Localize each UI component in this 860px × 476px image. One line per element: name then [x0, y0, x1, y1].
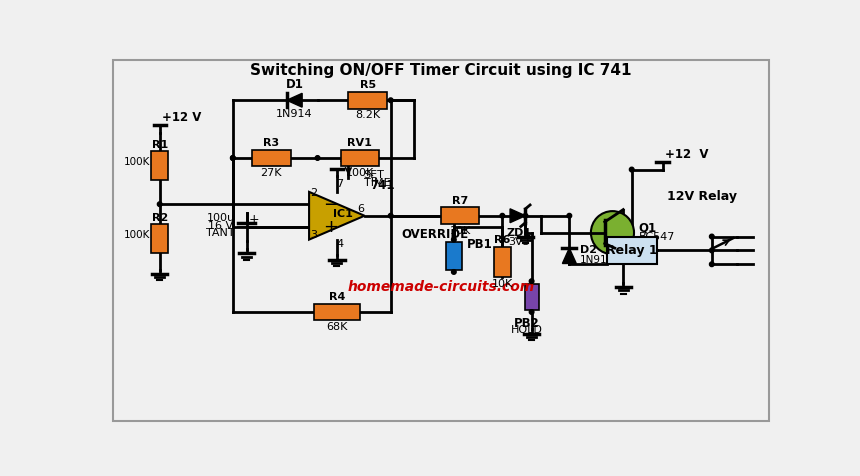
Text: homemade-circuits.com: homemade-circuits.com — [347, 279, 534, 294]
Text: R5: R5 — [359, 80, 376, 90]
FancyBboxPatch shape — [606, 237, 657, 264]
Text: R7: R7 — [452, 196, 468, 206]
Text: 1N914: 1N914 — [276, 109, 313, 119]
Text: 741: 741 — [371, 179, 396, 192]
Text: 6: 6 — [357, 204, 364, 214]
Circle shape — [523, 213, 528, 218]
Text: Switching ON/OFF Timer Circuit using IC 741: Switching ON/OFF Timer Circuit using IC … — [250, 63, 631, 79]
Circle shape — [630, 167, 634, 172]
Text: 2: 2 — [310, 188, 317, 198]
Text: R1: R1 — [151, 139, 168, 149]
FancyBboxPatch shape — [348, 92, 387, 109]
Text: R3: R3 — [263, 138, 280, 148]
Text: 10K: 10K — [450, 226, 470, 236]
Text: 100K: 100K — [346, 168, 374, 178]
FancyBboxPatch shape — [151, 224, 169, 254]
Text: D2: D2 — [580, 245, 597, 255]
Text: R4: R4 — [329, 292, 345, 302]
Circle shape — [710, 248, 714, 253]
Text: ZD1: ZD1 — [507, 228, 531, 238]
FancyBboxPatch shape — [494, 247, 511, 278]
Text: +: + — [249, 213, 260, 226]
Circle shape — [500, 213, 505, 218]
Text: 12V Relay: 12V Relay — [667, 190, 737, 203]
Circle shape — [230, 156, 235, 160]
Text: IC1: IC1 — [333, 209, 353, 219]
Polygon shape — [510, 209, 525, 223]
Circle shape — [157, 202, 162, 207]
Text: 7: 7 — [336, 179, 343, 189]
FancyBboxPatch shape — [440, 207, 479, 224]
Text: Q1: Q1 — [639, 221, 657, 235]
Text: D1: D1 — [286, 78, 304, 91]
Circle shape — [452, 238, 456, 242]
Text: Relay 1: Relay 1 — [606, 244, 658, 257]
Text: RV1: RV1 — [347, 138, 372, 148]
Text: 10K: 10K — [492, 279, 513, 289]
Text: 27K: 27K — [261, 168, 282, 178]
FancyBboxPatch shape — [252, 149, 291, 167]
Text: 3V3: 3V3 — [508, 237, 530, 247]
Text: −: − — [323, 196, 338, 214]
FancyBboxPatch shape — [446, 242, 462, 269]
Text: R2: R2 — [151, 213, 168, 223]
Text: PB2: PB2 — [514, 317, 540, 329]
Polygon shape — [562, 248, 576, 264]
Text: 68K: 68K — [326, 322, 347, 332]
Text: +12 V: +12 V — [162, 111, 201, 124]
Circle shape — [230, 156, 235, 160]
Circle shape — [316, 156, 320, 160]
Text: R6: R6 — [494, 235, 511, 245]
Text: 3: 3 — [310, 230, 317, 240]
Text: 100K: 100K — [124, 157, 150, 167]
Text: 16 V: 16 V — [208, 221, 233, 231]
Circle shape — [389, 98, 393, 102]
Circle shape — [529, 310, 534, 314]
Text: BC547: BC547 — [639, 232, 675, 242]
Text: 4: 4 — [336, 239, 343, 249]
Text: HOLD: HOLD — [511, 325, 543, 335]
Circle shape — [591, 211, 634, 254]
Text: +: + — [323, 218, 338, 236]
Text: 1N914: 1N914 — [580, 255, 614, 265]
Circle shape — [567, 213, 572, 218]
Text: 100u: 100u — [206, 213, 235, 223]
FancyBboxPatch shape — [151, 151, 169, 180]
Text: 100K: 100K — [124, 230, 150, 240]
Polygon shape — [309, 192, 365, 239]
Text: TANT: TANT — [206, 228, 235, 238]
FancyBboxPatch shape — [525, 284, 538, 310]
Text: SET: SET — [364, 170, 384, 180]
Text: OVERRIDE: OVERRIDE — [402, 228, 469, 241]
Circle shape — [389, 213, 393, 218]
Text: PB1: PB1 — [467, 238, 493, 251]
Circle shape — [529, 279, 534, 284]
Text: +12  V: +12 V — [665, 148, 709, 160]
FancyBboxPatch shape — [314, 304, 359, 320]
FancyBboxPatch shape — [341, 149, 379, 167]
Text: TIME: TIME — [364, 178, 390, 188]
Circle shape — [710, 234, 714, 239]
Polygon shape — [286, 93, 302, 107]
Circle shape — [452, 269, 456, 274]
Text: 8.2K: 8.2K — [355, 110, 380, 120]
Text: +12 V: +12 V — [339, 155, 378, 168]
Circle shape — [710, 262, 714, 267]
